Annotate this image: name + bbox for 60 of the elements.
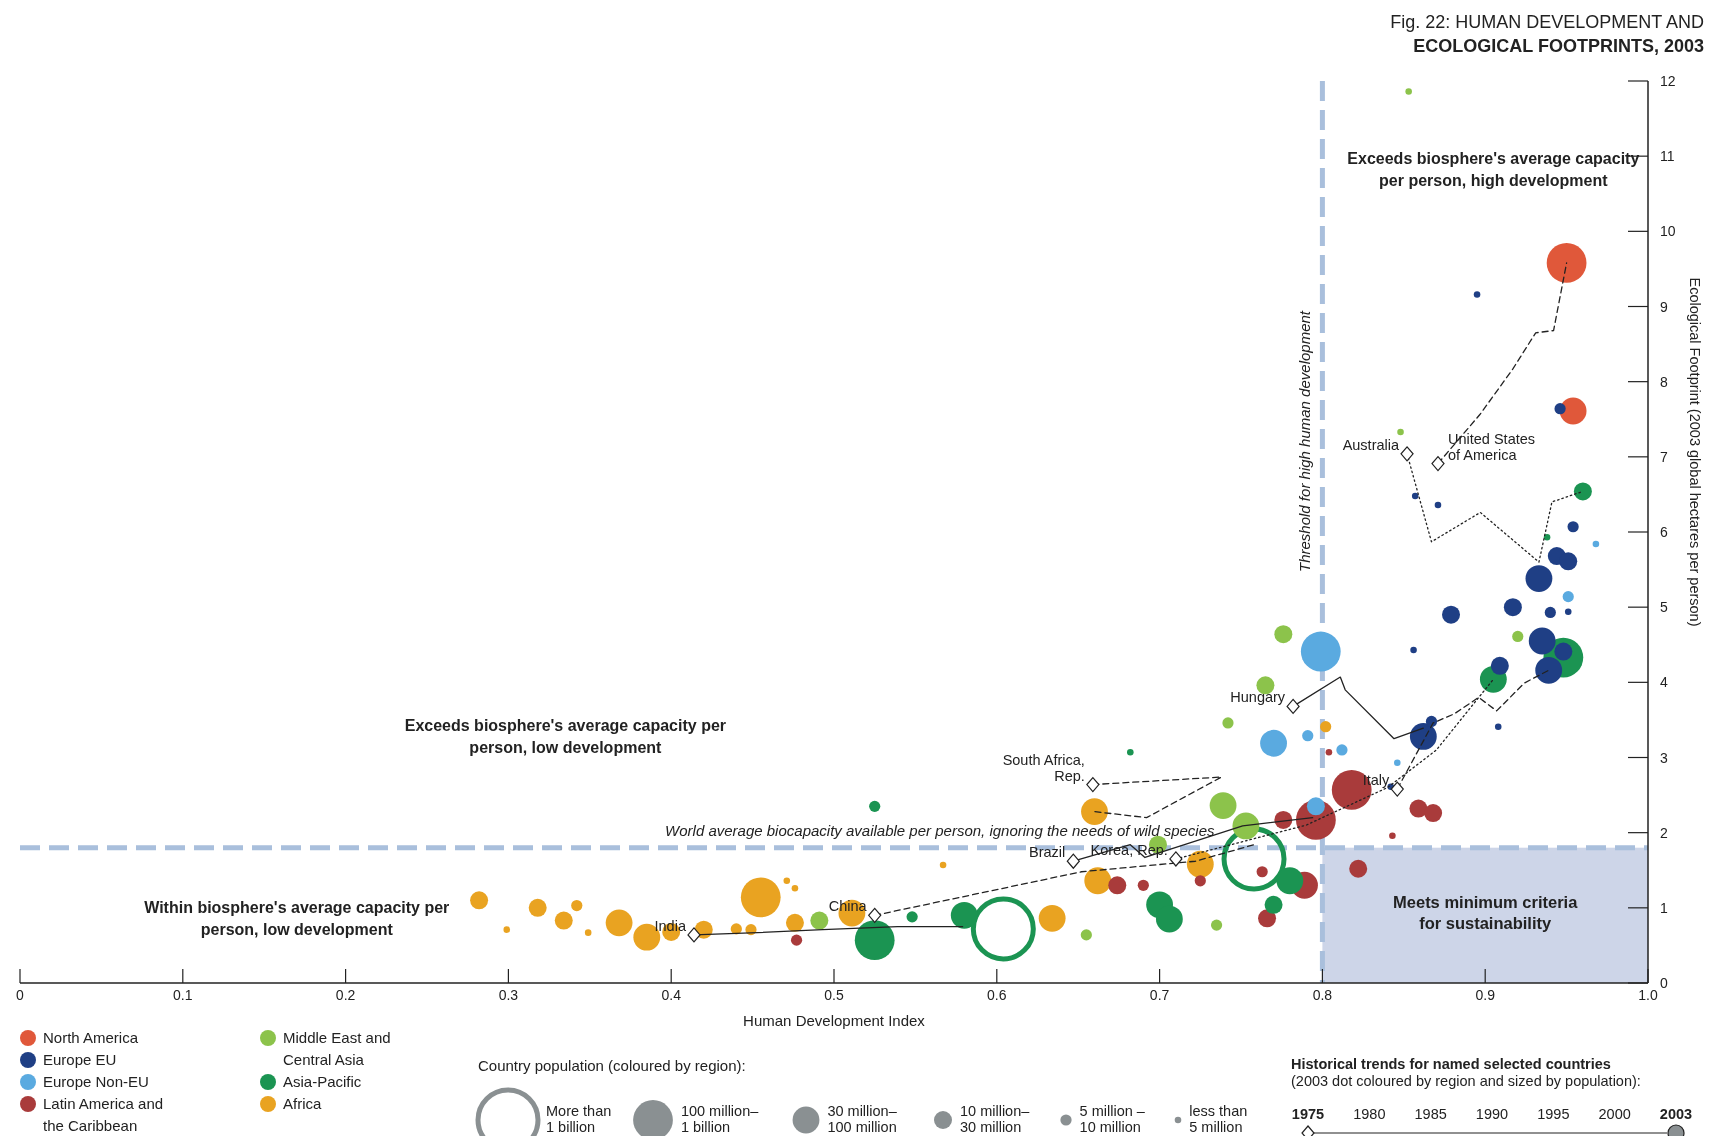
text: Historical trends for named selected countries (2003 dot coloured by region and sized by population): (1291, 1056, 1641, 1089)
text: 2003 (1659, 1106, 1693, 1122)
legend-label: 30 million– 100 million (827, 1103, 898, 1135)
x-tick-label: 0.7 (1149, 987, 1170, 1003)
legend-label: 100 million– 1 billion (680, 1103, 760, 1135)
x-tick-label: 0.3 (498, 987, 519, 1003)
annotation: Within biosphere's average capacity per person, low development (144, 899, 450, 939)
y-tick-label: 9 (1660, 298, 1668, 315)
text: 1975 (1291, 1106, 1325, 1122)
annotation: Exceeds biosphere's average capacity per person, low development (404, 717, 727, 757)
ref-line-label: World average biocapacity available per person, ignoring the needs of wild species (665, 821, 1216, 839)
series-label: Hungary (1230, 689, 1286, 706)
legend-label: less than 5 million (1189, 1103, 1248, 1135)
legend-title: Country population (coloured by region): (478, 1057, 746, 1074)
series-label: United States of America (1447, 430, 1536, 463)
x-tick-label: 0 (16, 987, 25, 1003)
y-tick-label: 5 (1660, 599, 1668, 616)
band-label: Meets minimum criteria for sustainability (1393, 892, 1579, 932)
y-axis-title: Ecological Footprint (2003 global hectares per person) (1687, 277, 1703, 627)
y-tick-label: 8 (1660, 373, 1668, 390)
y-tick-label: 1 (1660, 899, 1668, 916)
y-tick-label: 2 (1660, 824, 1668, 841)
x-tick-label: 0.9 (1475, 987, 1496, 1003)
text: 1980 (1353, 1106, 1386, 1122)
y-tick-label: 7 (1660, 448, 1668, 465)
legend-label: Asia-Pacific (283, 1073, 362, 1090)
x-tick-label: 0.5 (824, 987, 844, 1003)
chart-title: Fig. 22: HUMAN DEVELOPMENT AND ECOLOGICAL FOOTPRINTS, 2003 (1390, 12, 1704, 56)
legend-label: Europe EU (43, 1051, 117, 1068)
text: 1990 (1475, 1106, 1509, 1122)
y-tick-label: 12 (1660, 73, 1676, 89)
text: 1985 (1414, 1106, 1447, 1122)
series-label: Brazil (1029, 844, 1066, 861)
x-tick-label: 0.4 (661, 987, 682, 1003)
y-tick-label: 0 (1660, 975, 1668, 991)
legend-label: Africa (283, 1095, 322, 1112)
y-tick-label: 6 (1660, 524, 1668, 540)
y-tick-label: 4 (1660, 674, 1668, 691)
legend-label: More than 1 billion (546, 1103, 612, 1135)
x-tick-label: 0.8 (1312, 987, 1333, 1003)
y-tick-label: 11 (1660, 148, 1675, 165)
x-axis-title: Human Development Index (743, 1012, 926, 1029)
y-tick-label: 10 (1660, 223, 1676, 240)
x-tick-label: 1.0 (1638, 987, 1658, 1003)
x-tick-label: 0.2 (335, 987, 356, 1003)
x-tick-label: 0.6 (987, 987, 1007, 1003)
y-tick-label: 3 (1660, 749, 1668, 766)
legend-label: Europe Non-EU (43, 1073, 149, 1090)
series-label: South Africa, Rep. (1002, 751, 1085, 784)
legend-label: Middle East and Central Asia (283, 1029, 391, 1068)
legend-label: 5 million – 10 million (1079, 1103, 1146, 1135)
text: 1995 (1537, 1106, 1570, 1122)
annotation: Exceeds biosphere's average capacity per person, high development (1347, 149, 1640, 189)
legend-label: Latin America and the Caribbean (43, 1095, 164, 1134)
text: 2000 (1598, 1106, 1631, 1122)
legend-label: North America (43, 1029, 139, 1046)
ref-line-label: Threshold for high human development (1296, 310, 1314, 572)
legend-label: 10 million– 30 million (960, 1103, 1031, 1135)
x-tick-label: 0.1 (173, 987, 193, 1003)
series-label: Australia (1342, 436, 1400, 453)
